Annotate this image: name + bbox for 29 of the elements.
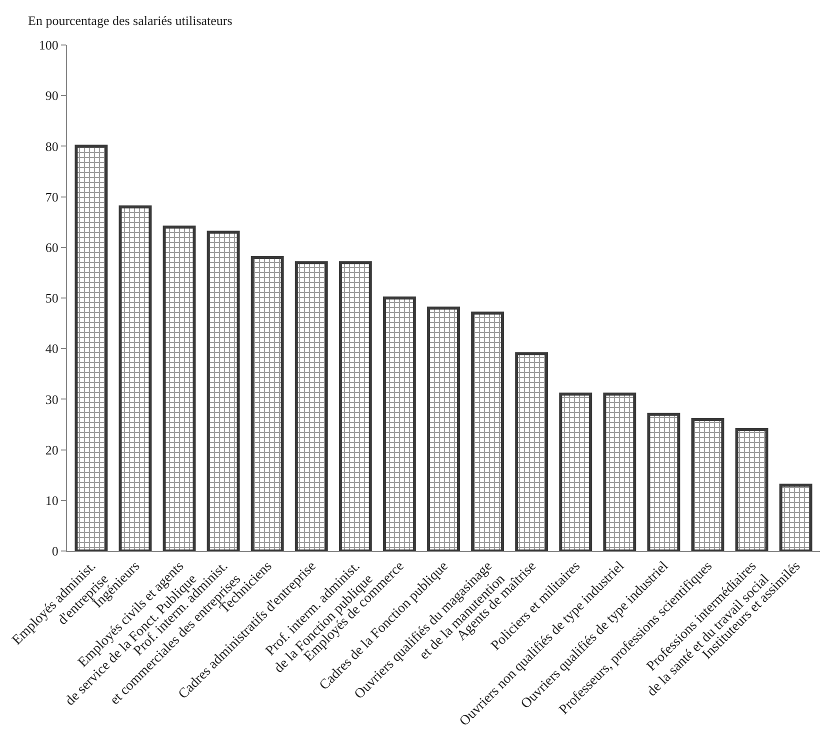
bar xyxy=(206,230,240,551)
bar xyxy=(691,418,724,551)
y-tick-label: 60 xyxy=(45,240,58,255)
bar xyxy=(250,256,284,551)
y-tick-label: 0 xyxy=(52,544,58,559)
bar xyxy=(647,412,680,551)
bar xyxy=(559,392,592,551)
y-tick-label: 50 xyxy=(45,290,58,306)
bar xyxy=(162,226,196,551)
bar xyxy=(515,352,548,551)
bar xyxy=(735,428,768,551)
y-axis-title: En pourcentage des salariés utilisateurs xyxy=(28,13,232,28)
y-tick-label: 20 xyxy=(45,442,58,458)
y-tick-label: 90 xyxy=(45,88,58,104)
y-tick-label: 70 xyxy=(45,189,58,204)
y-tick-label: 40 xyxy=(45,341,58,356)
bar xyxy=(779,484,812,551)
y-tick-label: 100 xyxy=(38,38,58,53)
bar xyxy=(118,205,152,551)
y-tick-label: 80 xyxy=(45,138,58,154)
bar xyxy=(338,261,372,551)
bar xyxy=(74,144,108,551)
y-tick-label: 30 xyxy=(45,392,58,407)
bar xyxy=(427,306,460,551)
bar xyxy=(471,312,504,551)
y-tick-label: 10 xyxy=(45,492,58,508)
bar xyxy=(382,296,416,551)
bar xyxy=(294,261,328,551)
bar xyxy=(603,392,636,551)
